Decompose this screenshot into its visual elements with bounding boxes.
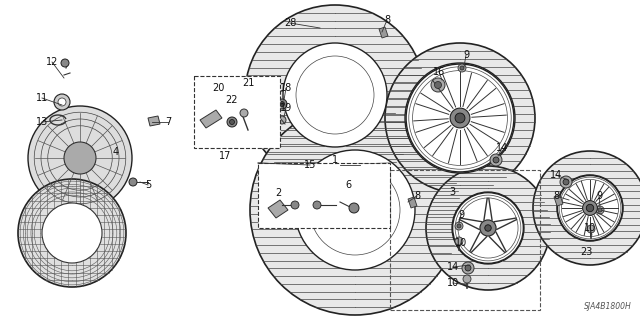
Circle shape (295, 150, 415, 270)
Text: 1: 1 (332, 155, 338, 165)
Text: 9: 9 (463, 50, 469, 60)
Circle shape (245, 5, 425, 185)
Circle shape (587, 225, 595, 233)
Text: 11: 11 (36, 93, 48, 103)
Circle shape (455, 113, 465, 123)
Text: 10: 10 (447, 278, 459, 288)
Circle shape (458, 64, 466, 72)
Circle shape (291, 201, 299, 209)
Circle shape (463, 275, 471, 283)
Circle shape (61, 59, 69, 67)
Text: 10: 10 (584, 223, 596, 233)
Circle shape (493, 157, 499, 163)
Circle shape (277, 99, 287, 109)
Polygon shape (200, 110, 222, 128)
Text: 12: 12 (46, 57, 58, 67)
Text: 7: 7 (165, 117, 171, 127)
Circle shape (283, 43, 387, 147)
Polygon shape (148, 116, 160, 126)
Circle shape (28, 106, 132, 210)
Circle shape (455, 222, 463, 230)
Text: 13: 13 (36, 117, 48, 127)
Text: 14: 14 (447, 262, 459, 272)
Circle shape (450, 108, 470, 128)
Text: 9: 9 (596, 191, 602, 201)
Circle shape (480, 220, 496, 236)
Circle shape (280, 101, 285, 107)
Circle shape (431, 78, 445, 92)
Circle shape (596, 206, 604, 214)
Text: 21: 21 (242, 78, 254, 88)
Circle shape (405, 63, 515, 173)
Circle shape (563, 179, 569, 185)
Text: 4: 4 (113, 147, 119, 157)
Polygon shape (554, 195, 563, 206)
Text: 28: 28 (284, 18, 296, 28)
Text: SJA4B1800H: SJA4B1800H (584, 302, 632, 311)
Bar (390, 170, 540, 310)
Circle shape (230, 120, 234, 124)
Text: 23: 23 (580, 247, 592, 257)
Text: 22: 22 (225, 95, 237, 105)
Polygon shape (268, 200, 288, 218)
Circle shape (586, 204, 594, 212)
Text: 5: 5 (145, 180, 151, 190)
Text: 16: 16 (433, 67, 445, 77)
Circle shape (426, 166, 550, 290)
Circle shape (250, 105, 460, 315)
Circle shape (129, 178, 137, 186)
Text: 8: 8 (414, 191, 420, 201)
Circle shape (460, 66, 464, 70)
Polygon shape (379, 27, 388, 38)
Circle shape (435, 81, 442, 88)
Circle shape (533, 151, 640, 265)
Bar (258, 163, 390, 228)
Text: 6: 6 (345, 180, 351, 190)
Circle shape (406, 64, 514, 172)
Circle shape (457, 224, 461, 228)
Text: 10: 10 (455, 238, 467, 248)
Circle shape (455, 237, 463, 245)
Text: 3: 3 (449, 187, 455, 197)
Text: 15: 15 (304, 160, 316, 170)
Circle shape (462, 262, 474, 274)
Circle shape (385, 43, 535, 193)
Text: 14: 14 (550, 170, 562, 180)
Circle shape (465, 265, 471, 271)
Text: 18: 18 (280, 83, 292, 93)
Circle shape (557, 175, 623, 241)
Circle shape (42, 203, 102, 263)
Text: 9: 9 (458, 210, 464, 220)
Circle shape (18, 179, 126, 287)
Text: 8: 8 (384, 15, 390, 25)
Text: 19: 19 (280, 103, 292, 113)
Text: 20: 20 (212, 83, 224, 93)
Circle shape (560, 176, 572, 188)
Circle shape (313, 201, 321, 209)
Circle shape (64, 142, 96, 174)
Text: 14: 14 (496, 143, 508, 153)
Text: 2: 2 (275, 188, 281, 198)
Circle shape (582, 201, 597, 215)
Circle shape (490, 154, 502, 166)
Circle shape (598, 208, 602, 212)
Polygon shape (408, 197, 417, 208)
Circle shape (240, 109, 248, 117)
Circle shape (278, 116, 286, 124)
Circle shape (557, 175, 623, 241)
Text: 8: 8 (553, 191, 559, 201)
Bar (194, 76, 280, 148)
Circle shape (58, 98, 66, 106)
Circle shape (484, 225, 492, 231)
Circle shape (227, 117, 237, 127)
Text: 17: 17 (219, 151, 231, 161)
Circle shape (452, 192, 524, 264)
Circle shape (452, 193, 524, 263)
Circle shape (349, 203, 359, 213)
Circle shape (54, 94, 70, 110)
